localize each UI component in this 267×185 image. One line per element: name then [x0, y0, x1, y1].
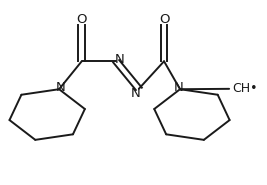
Text: N: N	[174, 81, 184, 94]
Text: N: N	[131, 87, 140, 100]
Text: O: O	[76, 13, 87, 26]
Text: CH•: CH•	[232, 82, 257, 95]
Text: O: O	[159, 13, 169, 26]
Text: N: N	[115, 53, 124, 66]
Text: N: N	[56, 81, 65, 94]
